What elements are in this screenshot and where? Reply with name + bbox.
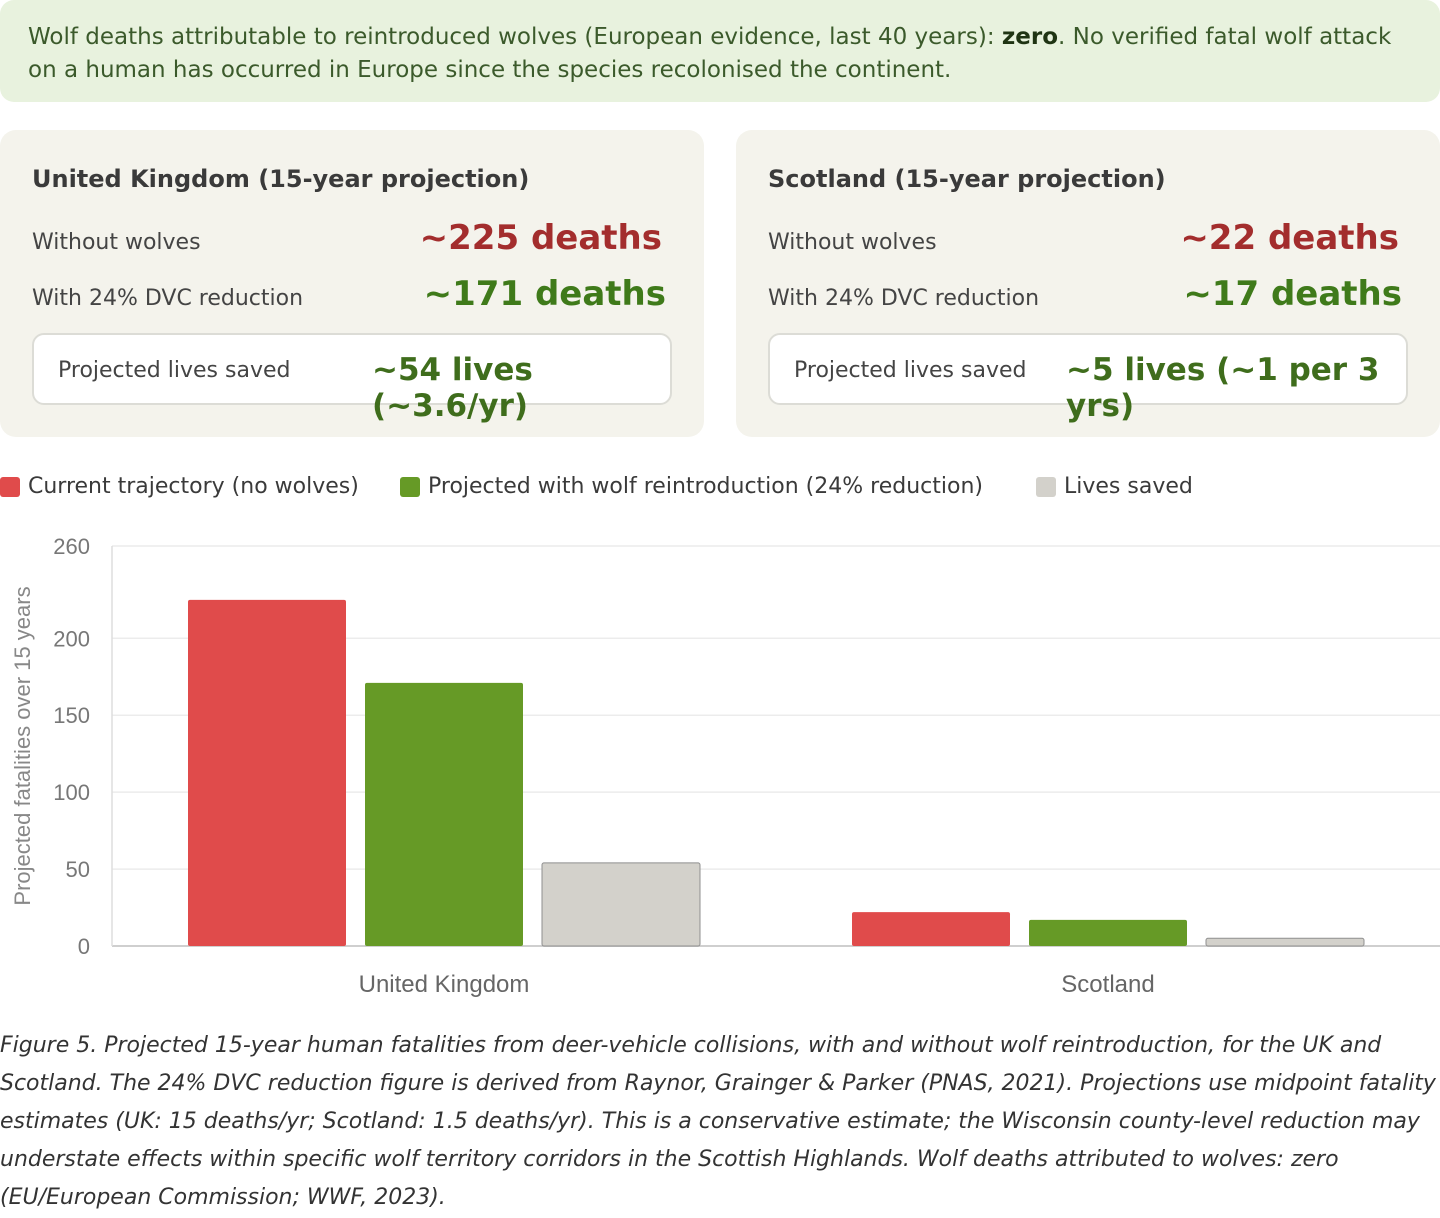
figure-caption: Figure 5. Projected 15-year human fatali… [0,1033,1436,1210]
bar-projected-united-kingdom [365,682,523,946]
y-tick-label: 150 [53,703,90,728]
y-tick-label: 200 [53,626,90,651]
legend-label-projected: Projected with wolf reintroduction (24% … [428,474,983,499]
banner-emphasis: zero [1001,24,1059,50]
scotland-with-value: ~17 deaths [1183,274,1402,314]
bar-current-scotland [852,912,1010,946]
uk-without-value: ~225 deaths [419,218,662,258]
legend-item-saved[interactable]: Lives saved [1036,474,1193,499]
scotland-saved-label: Projected lives saved [794,358,1027,383]
scotland-without-value: ~22 deaths [1180,218,1399,258]
scotland-card-title: Scotland (15-year projection) [768,165,1166,193]
x-category-label: United Kingdom [359,971,530,998]
uk-saved-label: Projected lives saved [58,358,291,383]
uk-card-title: United Kingdom (15-year projection) [32,165,530,193]
y-tick-label: 50 [66,857,90,882]
legend-swatch-projected [400,476,420,497]
x-category-label: Scotland [1061,971,1154,998]
y-tick-label: 100 [53,780,90,805]
banner-text: Wolf deaths attributable to reintroduced… [28,24,1002,50]
scotland-with-label: With 24% DVC reduction [768,286,1040,311]
scotland-without-label: Without wolves [768,230,937,255]
y-tick-label: 0 [78,934,90,959]
chart-legend: Current trajectory (no wolves) Projected… [0,474,1440,502]
uk-with-label: With 24% DVC reduction [32,286,304,311]
uk-without-label: Without wolves [32,230,201,255]
legend-label-saved: Lives saved [1064,474,1193,499]
y-axis-label: Projected fatalities over 15 years [10,586,35,905]
bar-current-united-kingdom [188,599,346,946]
banner-text-end: . No verified fatal wolf attack on a hum… [28,24,1392,83]
legend-item-projected[interactable]: Projected with wolf reintroduction (24% … [400,474,983,499]
bar-projected-scotland [1029,919,1187,946]
legend-swatch-saved [1036,476,1056,497]
legend-item-current[interactable]: Current trajectory (no wolves) [0,474,359,499]
bar-lives-united-kingdom [541,862,701,947]
fatalities-bar-chart: 0 50 100 150 200 260 Projected fatalities over… [10,534,1440,998]
uk-lives-saved-box: Projected lives saved ~54 lives (~3.6/yr… [32,333,672,424]
legend-swatch-current [0,476,20,497]
scotland-saved-value: ~5 lives (~1 per 3 yrs) [1066,352,1380,424]
bar-lives-scotland [1205,937,1365,947]
uk-with-value: ~171 deaths [423,274,666,314]
uk-saved-value: ~54 lives (~3.6/yr) [372,352,533,424]
scotland-lives-saved-box: Projected lives saved ~5 lives (~1 per 3… [768,333,1408,424]
legend-label-current: Current trajectory (no wolves) [28,474,359,499]
y-tick-label: 260 [53,534,90,559]
summary-banner: Wolf deaths attributable to reintroduced… [0,0,1440,102]
